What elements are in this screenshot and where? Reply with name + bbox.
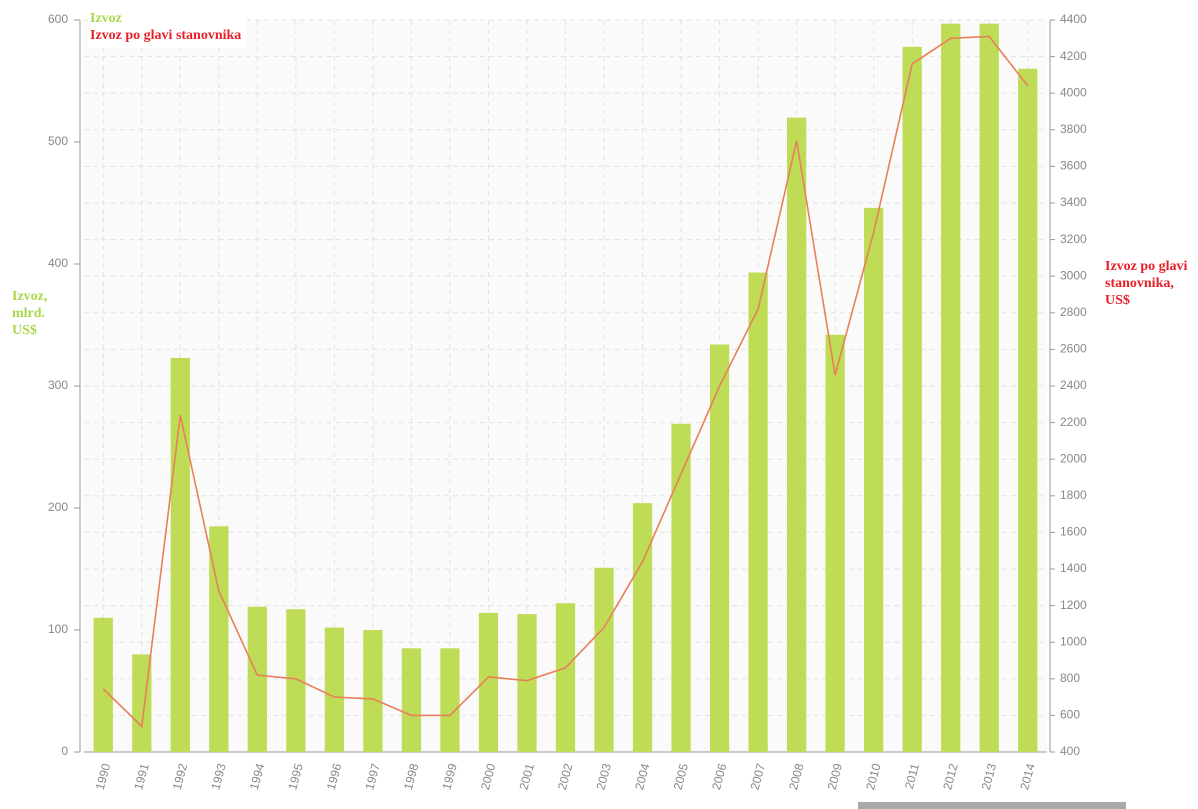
bar bbox=[324, 627, 345, 752]
y-tick-label: 400 bbox=[48, 256, 68, 270]
bar bbox=[709, 344, 730, 752]
legend-entry[interactable]: Izvoz bbox=[90, 11, 122, 26]
bar bbox=[363, 630, 383, 752]
x-tick-label: 2010 bbox=[863, 762, 884, 792]
x-tick-label: 2006 bbox=[709, 762, 730, 792]
x-tick-label: 2013 bbox=[979, 762, 1000, 792]
x-tick-label: 2011 bbox=[902, 762, 922, 791]
bar bbox=[864, 207, 884, 752]
bar bbox=[786, 117, 807, 753]
x-tick-label: 2014 bbox=[1017, 762, 1038, 792]
x-tick-label: 1991 bbox=[131, 762, 152, 792]
y2-tick-label: 3200 bbox=[1060, 232, 1087, 246]
x-tick-label: 2000 bbox=[478, 762, 499, 792]
y2-tick-label: 4400 bbox=[1060, 12, 1087, 26]
bar bbox=[902, 46, 922, 752]
bar bbox=[632, 503, 653, 752]
x-tick-label: 2008 bbox=[786, 762, 807, 792]
bar bbox=[671, 423, 691, 752]
y-tick-label: 0 bbox=[61, 744, 68, 758]
bar bbox=[748, 272, 768, 752]
y-tick-label: 100 bbox=[48, 622, 68, 636]
bar bbox=[440, 648, 460, 752]
y2-tick-label: 2200 bbox=[1060, 415, 1087, 429]
x-tick-label: 2005 bbox=[671, 762, 692, 792]
x-tick-label: 1993 bbox=[208, 762, 229, 792]
y-tick-label: 600 bbox=[48, 12, 68, 26]
y2-tick-label: 1800 bbox=[1060, 488, 1087, 502]
bar bbox=[594, 567, 614, 752]
y2-tick-label: 4200 bbox=[1060, 49, 1087, 63]
bar bbox=[93, 617, 113, 752]
y2-tick-label: 2600 bbox=[1060, 342, 1087, 356]
x-tick-label: 1995 bbox=[285, 762, 306, 792]
y-axis-title: Izvoz, mlrd. US$ bbox=[12, 289, 48, 338]
x-tick-label: 1994 bbox=[247, 762, 268, 792]
y2-tick-label: 3600 bbox=[1060, 159, 1087, 173]
bar bbox=[825, 334, 845, 752]
bar bbox=[1018, 68, 1038, 753]
y2-tick-label: 3000 bbox=[1060, 268, 1087, 282]
x-tick-label: 1996 bbox=[324, 762, 345, 792]
y-tick-label: 300 bbox=[48, 378, 68, 392]
bar bbox=[209, 526, 229, 752]
bar bbox=[517, 614, 537, 752]
bar bbox=[555, 603, 576, 752]
y2-tick-label: 1400 bbox=[1060, 561, 1087, 575]
y2-tick-label: 2000 bbox=[1060, 451, 1087, 465]
x-tick-label: 1997 bbox=[362, 762, 383, 792]
y-tick-label: 200 bbox=[48, 500, 68, 514]
x-tick-label: 2004 bbox=[632, 762, 653, 792]
x-tick-label: 1990 bbox=[93, 762, 114, 792]
bar bbox=[941, 23, 961, 753]
x-tick-label: 2012 bbox=[940, 762, 961, 792]
y2-tick-label: 3800 bbox=[1060, 122, 1087, 136]
x-tick-label: 2009 bbox=[825, 762, 846, 792]
y2-tick-label: 1200 bbox=[1060, 598, 1087, 612]
y2-tick-label: 1000 bbox=[1060, 634, 1087, 648]
bar bbox=[132, 654, 152, 752]
y2-tick-label: 1600 bbox=[1060, 525, 1087, 539]
legend-entry[interactable]: Izvoz po glavi stanovnika bbox=[90, 28, 242, 43]
bar bbox=[979, 23, 999, 753]
y-tick-label: 500 bbox=[48, 134, 68, 148]
x-tick-label: 2001 bbox=[517, 762, 538, 792]
line bbox=[102, 35, 1029, 729]
scrollbar[interactable] bbox=[858, 802, 1126, 809]
y2-axis-title: Izvoz po glavi stanovnika, US$ bbox=[1105, 259, 1188, 308]
x-tick-label: 2003 bbox=[594, 762, 615, 792]
bar bbox=[401, 648, 422, 752]
y2-tick-label: 800 bbox=[1060, 671, 1080, 685]
x-tick-label: 2002 bbox=[555, 762, 576, 792]
bar bbox=[247, 606, 267, 752]
bar bbox=[478, 612, 499, 752]
x-tick-label: 1992 bbox=[170, 762, 191, 792]
x-tick-label: 2007 bbox=[748, 762, 769, 792]
y2-tick-label: 2400 bbox=[1060, 378, 1087, 392]
x-tick-label: 1999 bbox=[439, 762, 460, 792]
y2-tick-label: 400 bbox=[1060, 744, 1080, 758]
legend: Izvoz Izvoz po glavi stanovnika bbox=[88, 8, 248, 48]
y2-tick-label: 3400 bbox=[1060, 195, 1087, 209]
bar bbox=[286, 609, 306, 752]
y2-tick-label: 2800 bbox=[1060, 305, 1087, 319]
x-tick-label: 1998 bbox=[401, 762, 422, 792]
y2-tick-label: 600 bbox=[1060, 708, 1080, 722]
y2-tick-label: 4000 bbox=[1060, 85, 1087, 99]
